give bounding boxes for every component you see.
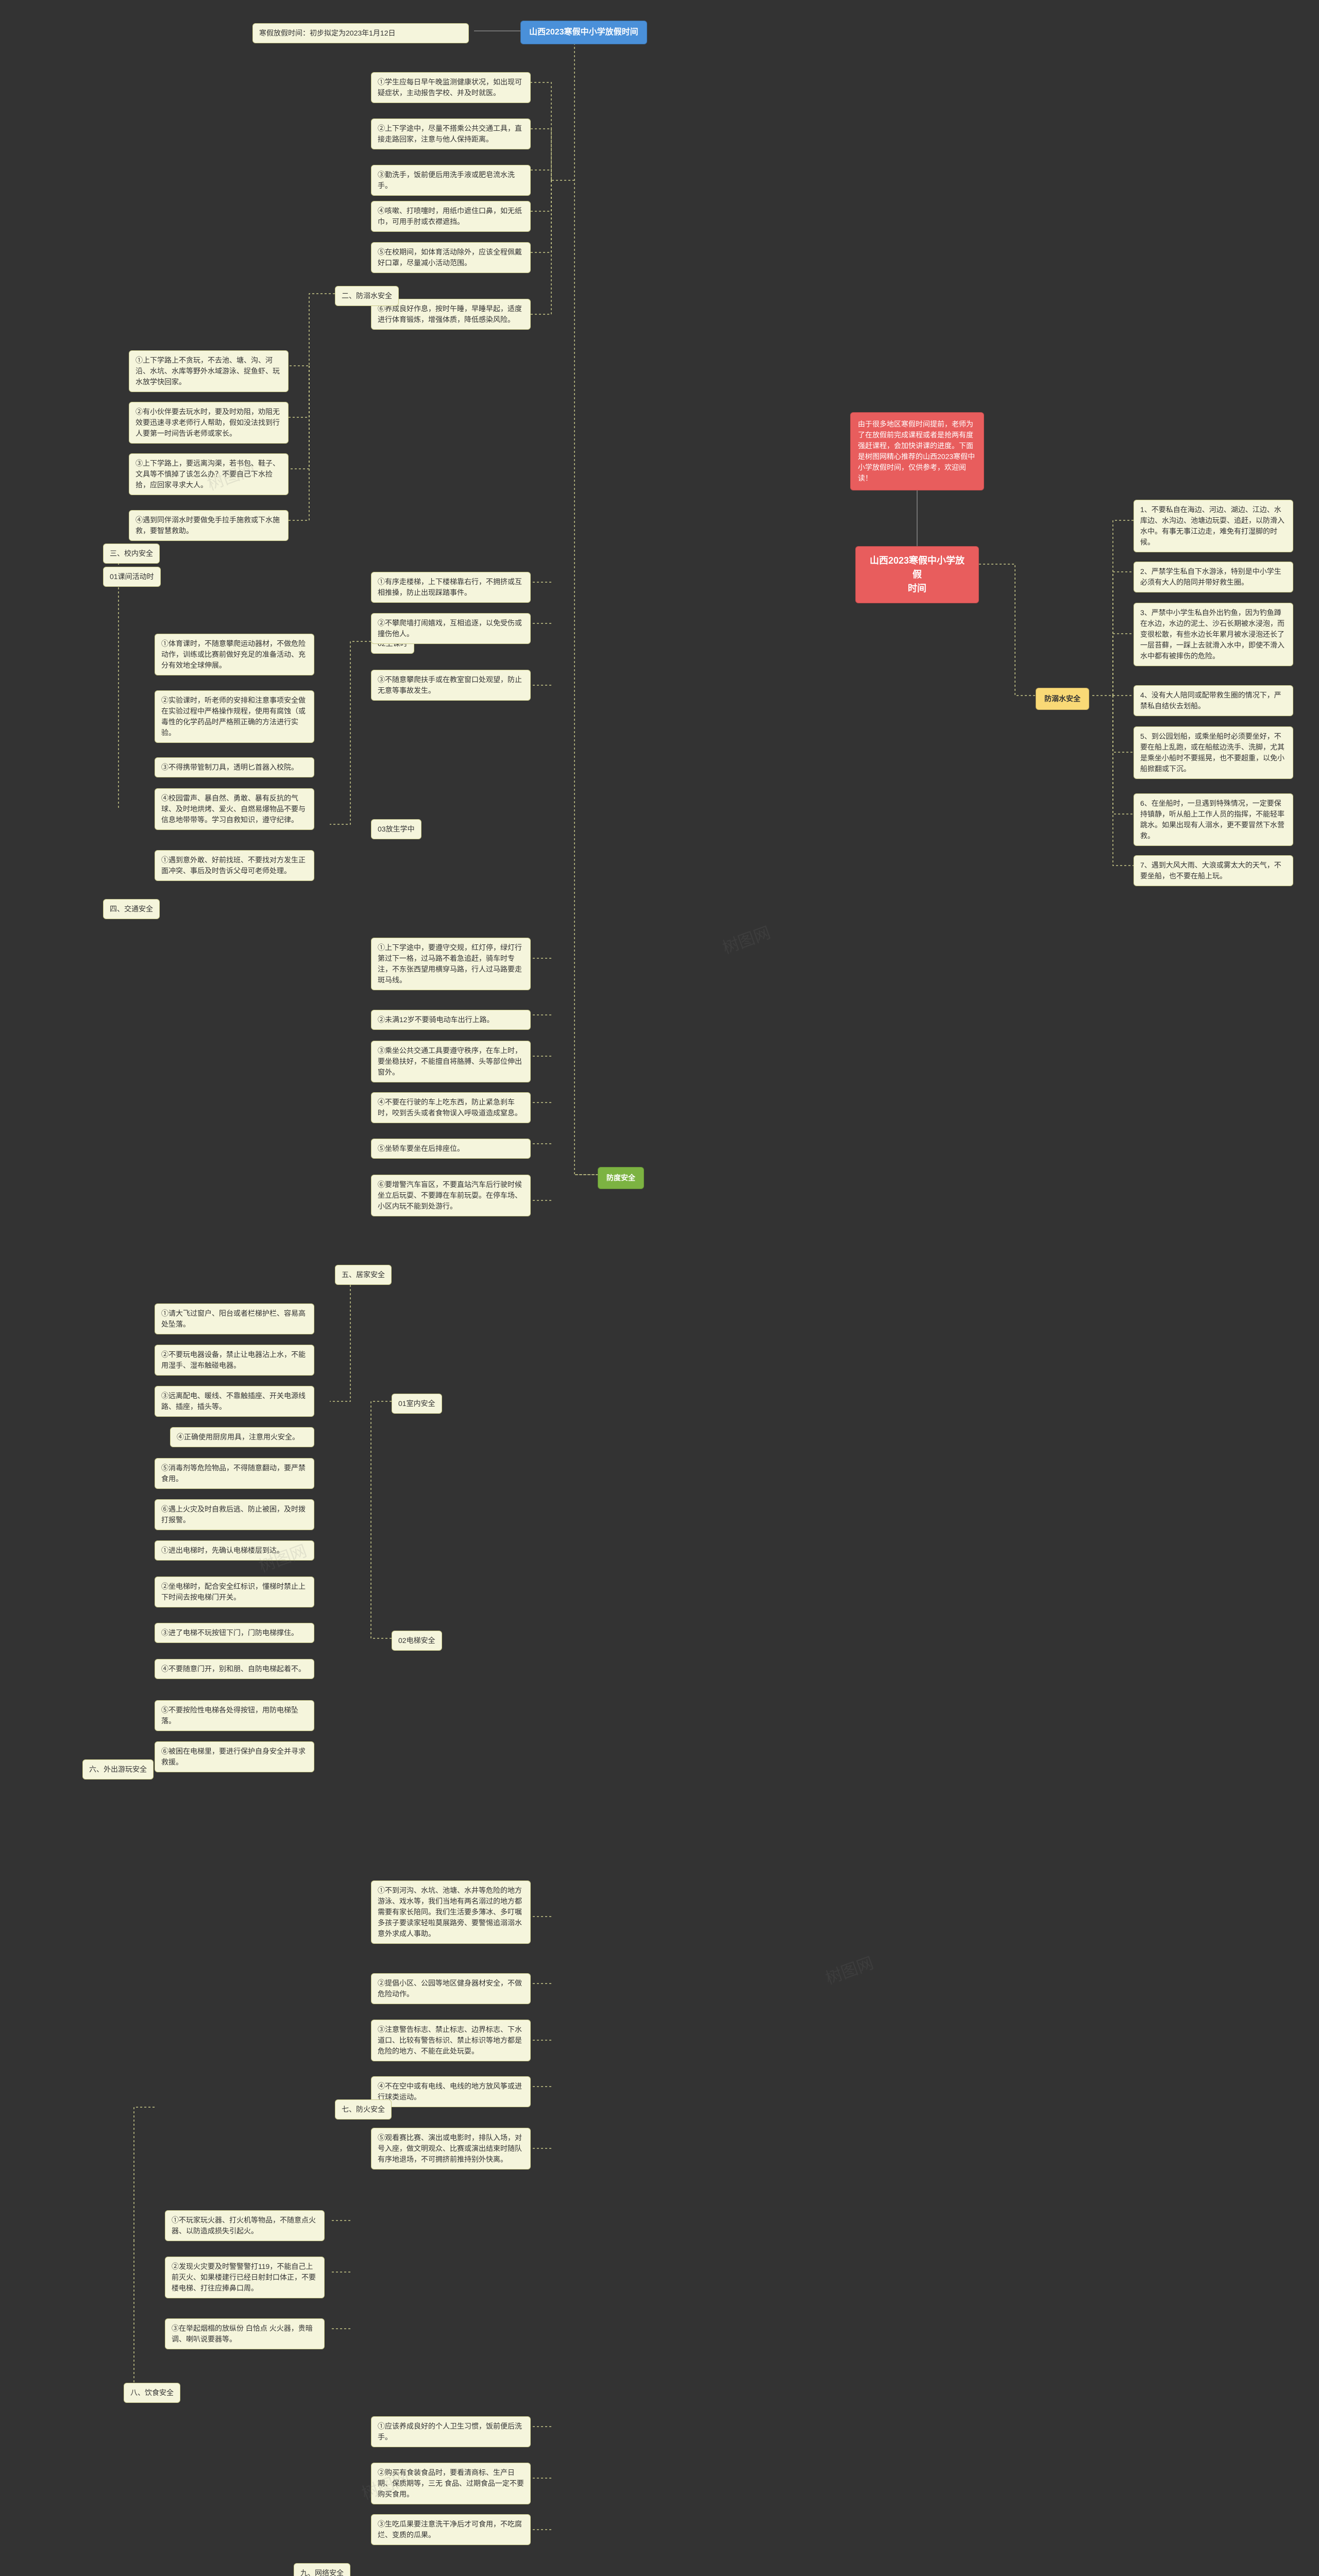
s3b-1: ②不攀爬墙打闹嬉戏，互相追逐，以免受伤或撞伤他人。 [371,613,531,644]
s3b-0: ①有序走楼梯，上下楼梯靠右行，不拥挤或互相推搡，防止出现踩踏事件。 [371,572,531,603]
s1-3: ④咳嗽、打喷嚏时，用纸巾遮住口鼻，如无纸巾，可用手肘或衣襟遮挡。 [371,201,531,232]
sec3-sub3: 03放生学中 [371,819,421,839]
s1-0: ①学生应每日早午晚监测健康状况，如出现可疑症状，主动报告学校、并及时就医。 [371,72,531,103]
right-item-3: 4、没有大人陪同或配带救生圈的情况下，严禁私自结伙去划船。 [1134,685,1293,716]
s8-0: ①应该养成良好的个人卫生习惯，饭前便后洗手。 [371,2416,531,2447]
s3b-3: ①体育课时，不随意攀爬运动器材，不做危险动作，训练或比赛前做好充足的准备活动、充… [155,634,314,675]
right-item-5: 6、在坐船时，一旦遇到特殊情况，一定要保持镇静，听从船上工作人员的指挥，不能轻率… [1134,793,1293,846]
yellow-cat: 防溺水安全 [1036,688,1089,710]
sec8-title: 八、饮食安全 [124,2383,180,2403]
right-item-4: 5、到公园划船，或乘坐船时必须要坐好，不要在船上乱跑，或在船舷边洗手、洗脚，尤其… [1134,726,1293,779]
s3b-4: ②实验课时，听老师的安排和注意事项安全做在实验过程中严格操作规程，使用有腐蚀（或… [155,690,314,743]
blue-title: 山西2023寒假中小学放假时间 [520,21,647,44]
s5a-1: ②不要玩电器设备，禁止让电器沾上水，不能用湿手、湿布触碰电器。 [155,1345,314,1376]
s4-1: ②未满12岁不要骑电动车出行上路。 [371,1010,531,1030]
red-root: 山西2023寒假中小学放假 时间 [855,546,979,603]
s2-0: ①上下学路上不贪玩，不去池、塘、沟、河沿、水坑、水库等野外水域游泳、捉鱼虾、玩水… [129,350,289,392]
right-item-0: 1、不要私自在海边、河边、湖边、江边、水库边、水沟边、池塘边玩耍、追赶，以防滑入… [1134,500,1293,552]
red-note: 由于很多地区寒假时间提前，老师为了在放假前完成课程或者是抢两有度强赶课程，会加快… [850,412,984,490]
s6-4: ⑤观看赛比赛、演出或电影时，排队入场，对号入座，做文明观众、比赛或演出结束时随队… [371,2128,531,2170]
s4-5: ⑥要增警汽车盲区，不要直站汽车后行驶时候坐立后玩耍、不要蹲在车前玩耍。在停车场、… [371,1175,531,1216]
s3b-5: ③不得携带管制刀具，透明匕首器入校院。 [155,757,314,777]
s1-2: ③勤洗手，饭前便后用洗手液或肥皂流水洗手。 [371,165,531,196]
s8-2: ③生吃瓜果要注意洗干净后才可食用，不吃腐烂、变质的瓜果。 [371,2514,531,2545]
sec5-title: 五、居家安全 [335,1265,392,1285]
sec9-title: 九、网络安全 [294,2563,350,2576]
right-item-1: 2、严禁学生私自下水游泳，特别是中小学生必须有大人的陪同并带好救生圈。 [1134,562,1293,592]
s6-0: ①不到河沟、水坑、池塘、水井等危险的地方游泳、戏水等，我们当地有两名溺过的地方都… [371,1880,531,1944]
s3c-0: ①遇到意外敢、好前找班、不要找对方发生正面冲突、事后及时告诉父母可老师处理。 [155,850,314,881]
right-item-6: 7、遇到大风大雨、大浪或雾太大的天气，不要坐船，也不要在船上玩。 [1134,855,1293,886]
s7-0: ①不玩家玩火器、打火机等物品，不随意点火器、以防造成损失引起火。 [165,2210,325,2241]
s2-1: ②有小伙伴要去玩水时，要及时劝阻，劝阻无效要迅速寻求老师行人帮助，假如没法找到行… [129,402,289,444]
sec4-title: 四、交通安全 [103,899,160,919]
sec5-sub2: 02电梯安全 [392,1631,442,1651]
s5b-2: ③进了电梯不玩按钮下门，门防电梯撑住。 [155,1623,314,1643]
s5a-3: ④正确使用厨房用具，注意用火安全。 [170,1427,314,1447]
s5b-0: ①进出电梯时，先确认电梯楼层到达。 [155,1540,314,1561]
s3b-2: ③不随意攀爬扶手或在教室窗口处观望，防止无意等事故发生。 [371,670,531,701]
sec6-title: 六、外出游玩安全 [82,1759,154,1780]
s6-2: ③注意警告标志、禁止标志、边界标志、下水道口、比较有警告标识、禁止标识等地方都是… [371,2020,531,2061]
s6-1: ②提倡小区、公园等地区健身器材安全，不做危险动作。 [371,1973,531,2004]
watermark: 树图网 [719,920,773,959]
s5a-2: ③远离配电、暖线、不靠触插座、开关电源线路、插座，插头等。 [155,1386,314,1417]
s8-1: ②购买有食装食品时，要看清商标、生产日期、保质期等，三无 食品、过期食品一定不要… [371,2463,531,2504]
s5b-4: ⑤不要按险性电梯各处得按钮，用防电梯坠落。 [155,1700,314,1731]
s4-4: ⑤坐轿车要坐在后排座位。 [371,1139,531,1159]
s4-2: ③乘坐公共交通工具要遵守秩序，在车上时，要坐稳扶好，不能擅自将胳膊、头等部位伸出… [371,1041,531,1082]
watermark: 树图网 [822,1950,876,1989]
sec5-sub1: 01室内安全 [392,1394,442,1414]
s5b-3: ④不要随意门开，别和朋、自防电梯起着不。 [155,1659,314,1679]
s3b-6: ④校园雷声、暴自然、勇敢、暴有反抗的气球、及时地烘烤、爱火、自燃易爆物品不要与信… [155,788,314,830]
sec2-title: 二、防溺水安全 [335,286,399,306]
s6-3: ④不在空中或有电线、电线的地方放风筝或进行球类运动。 [371,2076,531,2107]
s2-3: ④遇到同伴溺水时要做免手拉手施救或下水施救，要智慧救助。 [129,510,289,541]
s5b-5: ⑥被困在电梯里，要进行保护自身安全并寻求救援。 [155,1741,314,1772]
sec7-title: 七、防火安全 [335,2099,392,2120]
sec3-sub1: 01课间活动时 [103,567,161,587]
right-item-2: 3、严禁中小学生私自外出钓鱼，因为钓鱼蹲在水边，水边的泥土、沙石长期被水浸泡，而… [1134,603,1293,666]
s5a-5: ⑥遇上火灾及时自救后逃、防止被困，及时拨打报警。 [155,1499,314,1530]
s5b-1: ②坐电梯时，配合安全红标识，懂梯时禁止上下时间去按电梯门开关。 [155,1577,314,1607]
green-cat: 防度安全 [598,1167,644,1189]
s5a-4: ⑤消毒剂等危险物品，不得随意翻动，要严禁食用。 [155,1458,314,1489]
s7-2: ③在举起烟榻的放纵份 白恰点 火火器，贵暗调、喇叭说要器等。 [165,2318,325,2349]
s7-1: ②发现火灾要及时警警警打119，不能自己上前灭火、如果楼建行已经日射封口体正，不… [165,2257,325,2298]
s2-2: ③上下学路上，要远离沟渠，若书包、鞋子、文具等不慎掉了该怎么办？不要自己下水捡拾… [129,453,289,495]
s4-3: ④不要在行驶的车上吃东西，防止紧急刹车时，咬到舌头或者食物误入呼吸道造成窒息。 [371,1092,531,1123]
s1-1: ②上下学途中，尽量不搭乘公共交通工具，直接走路回家，注意与他人保持距离。 [371,118,531,149]
s1-4: ⑤在校期间，如体育活动除外，应该全程佩戴好口罩，尽量减小活动范围。 [371,242,531,273]
sec3-title: 三、校内安全 [103,544,160,564]
s4-0: ①上下学途中，要遵守交规，红灯停，绿灯行第过下一格，过马路不着急追赶，骑车时专注… [371,938,531,990]
schedule-node: 寒假放假时间：初步拟定为2023年1月12日 [252,23,469,43]
s5a-0: ①请大飞过窗户、阳台或者栏梯护栏、容易高处坠落。 [155,1303,314,1334]
